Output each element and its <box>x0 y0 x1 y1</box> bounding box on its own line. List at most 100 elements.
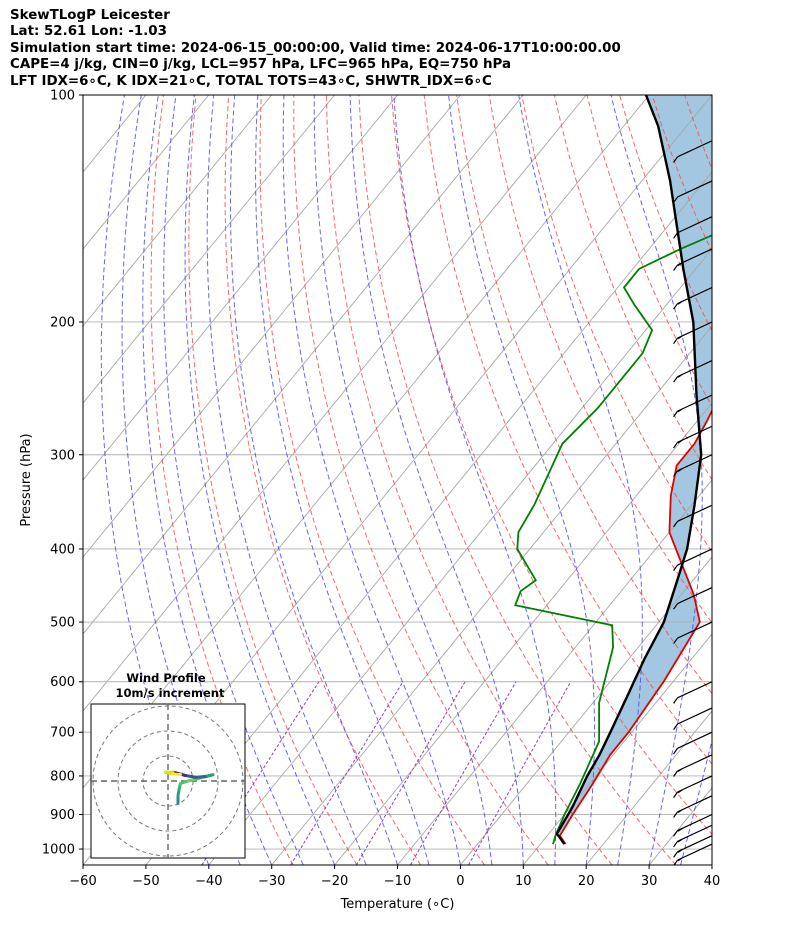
wind-barb <box>673 795 712 818</box>
barb-feather <box>677 335 683 340</box>
dry-adiabats <box>150 95 794 865</box>
isotherm <box>83 95 398 481</box>
wind-barb <box>673 286 712 310</box>
barb-feather <box>673 697 679 704</box>
sounding-series <box>514 95 712 845</box>
index-line: LFT IDX=6∘C, K IDX=21∘C, TOTAL TOTS=43∘C… <box>10 73 492 89</box>
wind-barb <box>673 360 712 383</box>
y-tick-label: 900 <box>50 808 75 823</box>
barb-staff <box>677 795 712 813</box>
barb-staff <box>677 286 712 305</box>
mixing-ratio-line <box>290 681 404 865</box>
barb-staff <box>677 754 712 772</box>
wind-barb <box>673 731 712 755</box>
chart-title: SkewTLogP Leicester <box>10 8 170 23</box>
isotherm-lines <box>83 95 712 865</box>
barb-feather <box>677 849 683 853</box>
isotherm <box>83 95 335 404</box>
wind-barb <box>673 621 712 645</box>
dry-adiabat <box>259 95 485 865</box>
wind-barb <box>673 707 712 730</box>
wind-barb <box>673 813 712 837</box>
dry-adiabat <box>391 95 712 836</box>
dry-adiabat <box>488 95 712 624</box>
moist-adiabat <box>206 95 367 865</box>
dry-adiabat <box>783 95 794 865</box>
wind-barb <box>673 140 712 163</box>
barb-feather <box>673 264 679 271</box>
location-line: Lat: 52.61 Lon: -1.03 <box>10 24 167 40</box>
moist-adiabat <box>744 95 794 865</box>
y-tick-label: 200 <box>50 315 75 330</box>
barb-staff <box>677 248 712 266</box>
barb-staff <box>677 775 712 793</box>
barb-staff <box>677 548 712 566</box>
barb-feather <box>673 441 679 449</box>
dry-adiabat <box>293 95 549 865</box>
isotherm <box>271 325 712 865</box>
chart-header: SkewTLogP Leicester Lat: 52.61 Lon: -1.0… <box>10 8 621 90</box>
moist-adiabat <box>393 95 557 865</box>
barb-feather <box>673 747 679 755</box>
moist-adiabat <box>711 863 712 865</box>
isotherm <box>83 95 587 712</box>
inset-subtitle: 10m/s increment <box>116 686 225 700</box>
barb-feather <box>677 857 683 862</box>
mixing-ratio-lines <box>201 681 572 865</box>
wind-barb <box>673 216 712 239</box>
moist-adiabat <box>282 95 461 865</box>
isotherm <box>460 556 712 865</box>
parcel-line <box>555 95 703 845</box>
barb-staff <box>677 504 712 522</box>
barb-feather <box>677 374 683 378</box>
barb-feather <box>673 410 679 418</box>
wind-barb <box>673 843 712 865</box>
wind-barb <box>673 548 712 571</box>
x-tick-label: −10 <box>384 874 411 889</box>
y-axis-label: Pressure (hPa) <box>19 433 34 526</box>
barb-feather <box>673 851 679 858</box>
barb-staff <box>677 425 712 443</box>
wind-barb <box>673 394 712 418</box>
barb-feather <box>677 768 683 773</box>
barb-feather <box>673 337 679 344</box>
mixing-ratio-line <box>468 681 572 865</box>
wind-barb <box>673 754 712 777</box>
x-tick-label: −40 <box>195 874 222 889</box>
y-tick-label: 1000 <box>42 843 75 858</box>
y-tick-label: 300 <box>50 448 75 463</box>
barb-feather <box>673 840 679 848</box>
x-tick-label: 0 <box>456 874 464 889</box>
barb-staff <box>677 586 712 605</box>
barb-feather <box>673 303 679 310</box>
moist-adiabat <box>230 95 398 865</box>
dry-adiabat <box>750 95 794 865</box>
isotherm <box>83 95 461 558</box>
mixing-ratio-line <box>355 681 466 865</box>
barb-staff <box>677 180 712 198</box>
wind-barb <box>673 321 712 344</box>
isotherm <box>334 402 712 865</box>
barb-feather <box>673 770 679 777</box>
moist-adiabat <box>142 95 273 865</box>
x-tick-label: 40 <box>704 874 721 889</box>
cape-fill <box>556 95 712 845</box>
barb-staff <box>677 216 712 234</box>
x-tick-label: 10 <box>515 874 532 889</box>
barb-staff <box>677 321 712 339</box>
moist-adiabat <box>518 95 643 865</box>
wind-barb <box>673 248 712 271</box>
isotherm <box>397 479 712 865</box>
isotherm <box>83 95 524 635</box>
hodograph-segment <box>186 777 200 783</box>
barb-feather <box>673 830 679 837</box>
temperature-line <box>558 408 712 845</box>
time-line: Simulation start time: 2024-06-15_00:00:… <box>10 40 621 56</box>
wind-barb <box>673 586 712 610</box>
barb-staff <box>677 843 712 861</box>
barb-staff <box>677 454 712 472</box>
dewpoint-line <box>514 234 712 845</box>
barb-staff <box>677 731 712 749</box>
inset-title: Wind Profile <box>126 671 206 685</box>
